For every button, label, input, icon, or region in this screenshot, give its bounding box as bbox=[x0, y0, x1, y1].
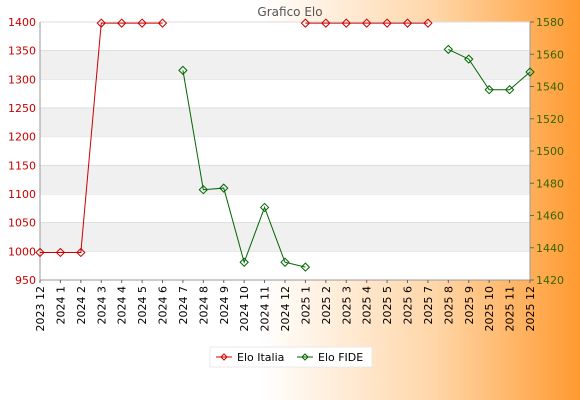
left-tick-label: 1150 bbox=[8, 159, 36, 172]
data-point bbox=[198, 184, 209, 195]
x-tick-label: 2024 12 bbox=[279, 286, 292, 332]
x-tick-label: 2025 6 bbox=[402, 286, 415, 325]
data-point bbox=[504, 85, 515, 95]
left-tick-label: 1250 bbox=[8, 102, 36, 115]
left-tick-label: 1100 bbox=[8, 188, 36, 201]
left-tick-label: 1200 bbox=[8, 131, 36, 144]
data-point bbox=[443, 44, 454, 55]
legend-marker-elo-fide bbox=[301, 353, 309, 361]
data-point bbox=[464, 54, 474, 64]
right-tick-label: 1500 bbox=[536, 145, 564, 158]
left-tick-label: 950 bbox=[15, 274, 36, 287]
data-point bbox=[157, 18, 168, 28]
data-point bbox=[239, 257, 249, 267]
right-tick-label: 1540 bbox=[536, 81, 564, 94]
right-tick-label: 1560 bbox=[536, 48, 564, 61]
series-line bbox=[182, 70, 306, 268]
series-1 bbox=[178, 44, 535, 272]
grid-band bbox=[40, 50, 530, 80]
x-tick-label: 2024 1 bbox=[54, 286, 67, 325]
legend-label-elo-italia: Elo Italia bbox=[237, 351, 284, 364]
legend: Elo Italia Elo FIDE bbox=[209, 346, 373, 368]
data-point bbox=[116, 18, 127, 28]
legend-label-elo-fide: Elo FIDE bbox=[318, 351, 363, 364]
right-tick-label: 1420 bbox=[536, 274, 564, 287]
x-tick-label: 2025 4 bbox=[361, 286, 374, 325]
data-point bbox=[341, 18, 351, 28]
x-tick-label: 2025 9 bbox=[463, 286, 476, 325]
right-tick-label: 1520 bbox=[536, 113, 564, 126]
right-tick-label: 1460 bbox=[536, 210, 564, 223]
data-point bbox=[35, 247, 45, 258]
x-tick-label: 2024 4 bbox=[116, 286, 129, 325]
chart-title: Grafico Elo bbox=[257, 5, 322, 19]
right-tick-label: 1440 bbox=[536, 242, 564, 255]
x-tick-label: 2024 2 bbox=[75, 286, 88, 325]
legend-box bbox=[209, 346, 373, 368]
right-tick-label: 1480 bbox=[536, 177, 564, 190]
data-point bbox=[219, 183, 229, 193]
x-tick-label: 2024 7 bbox=[177, 286, 190, 325]
data-point bbox=[525, 67, 535, 77]
data-point bbox=[55, 247, 66, 258]
series-line bbox=[448, 48, 531, 91]
data-point bbox=[484, 85, 494, 95]
x-tick-label: 2025 11 bbox=[504, 286, 517, 332]
data-point bbox=[423, 18, 433, 28]
data-point bbox=[96, 18, 106, 28]
x-tick-label: 2024 11 bbox=[259, 286, 272, 332]
x-tick-label: 2025 12 bbox=[524, 286, 537, 332]
data-point bbox=[259, 202, 270, 213]
x-tick-label: 2025 5 bbox=[381, 286, 394, 325]
x-tick-label: 2024 5 bbox=[136, 286, 149, 325]
x-tick-label: 2023 12 bbox=[34, 286, 47, 332]
data-point bbox=[280, 257, 290, 267]
data-point bbox=[321, 18, 331, 28]
left-tick-label: 1400 bbox=[8, 16, 36, 29]
x-tick-label: 2024 10 bbox=[238, 286, 251, 332]
x-tick-label: 2025 10 bbox=[483, 286, 496, 332]
data-point bbox=[178, 65, 188, 76]
left-tick-label: 1350 bbox=[8, 45, 36, 58]
series-0 bbox=[35, 18, 433, 258]
x-tick-label: 2025 2 bbox=[320, 286, 333, 325]
data-point bbox=[361, 18, 372, 28]
x-tick-label: 2025 7 bbox=[422, 286, 435, 325]
x-tick-label: 2024 3 bbox=[95, 286, 108, 325]
x-tick-label: 2024 8 bbox=[197, 286, 210, 325]
series-line bbox=[40, 22, 163, 253]
left-tick-label: 1050 bbox=[8, 217, 36, 230]
left-tick-label: 1000 bbox=[8, 245, 36, 258]
x-tick-label: 2025 8 bbox=[442, 286, 455, 325]
right-tick-label: 1580 bbox=[536, 16, 564, 29]
legend-marker-elo-italia bbox=[220, 353, 228, 361]
x-tick-label: 2025 1 bbox=[299, 286, 312, 325]
data-point bbox=[300, 262, 311, 272]
data-point bbox=[382, 18, 392, 28]
x-tick-label: 2024 6 bbox=[157, 286, 170, 325]
data-point bbox=[137, 18, 147, 28]
grid-band bbox=[40, 108, 530, 137]
data-point bbox=[300, 18, 311, 28]
x-tick-label: 2025 3 bbox=[340, 286, 353, 325]
grid-band bbox=[40, 222, 530, 252]
left-tick-label: 1300 bbox=[8, 73, 36, 86]
data-point bbox=[402, 18, 413, 28]
x-tick-label: 2024 9 bbox=[218, 286, 231, 325]
data-point bbox=[76, 247, 86, 258]
grid-band bbox=[40, 165, 530, 194]
